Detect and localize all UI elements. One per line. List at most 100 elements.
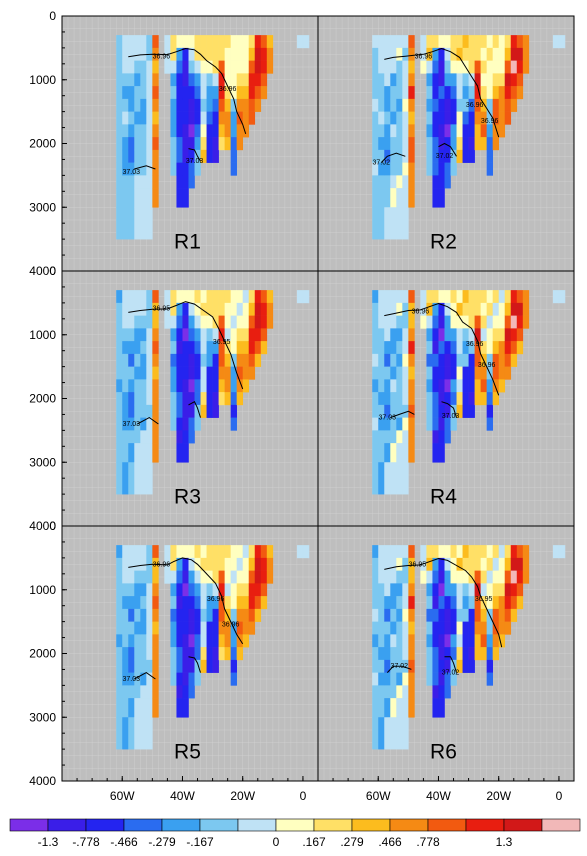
data-cell	[402, 366, 409, 380]
data-cell	[254, 608, 262, 622]
data-cell	[432, 328, 439, 342]
data-cell	[384, 672, 391, 686]
data-cell	[432, 86, 439, 100]
data-cell	[438, 430, 445, 444]
data-cell	[206, 341, 213, 355]
data-cell	[230, 47, 237, 61]
data-cell	[426, 302, 433, 316]
data-cell	[408, 175, 415, 189]
data-cell	[212, 583, 219, 597]
data-cell	[456, 647, 463, 661]
data-cell	[188, 162, 195, 176]
data-cell	[128, 149, 135, 163]
data-cell	[372, 35, 379, 49]
data-cell	[504, 73, 512, 87]
data-cell	[396, 443, 403, 463]
data-cell	[242, 47, 250, 61]
data-cell	[432, 162, 439, 176]
colorbar-label: -1.3	[38, 835, 59, 849]
data-cell	[182, 98, 189, 112]
data-cell	[200, 98, 207, 112]
data-cell	[152, 698, 159, 718]
data-cell	[498, 290, 506, 304]
data-cell	[444, 341, 451, 355]
data-cell	[116, 404, 123, 418]
data-cell	[242, 86, 250, 100]
data-cell	[486, 404, 493, 418]
data-cell	[378, 137, 385, 151]
data-cell	[396, 570, 403, 584]
data-cell	[480, 583, 487, 597]
data-cell	[254, 328, 262, 342]
data-cell	[134, 207, 141, 240]
data-cell	[188, 290, 195, 304]
data-cell	[378, 86, 385, 100]
data-cell	[438, 149, 445, 163]
data-cell	[384, 188, 391, 208]
data-cell	[438, 698, 445, 718]
data-cell	[498, 60, 506, 74]
data-cell	[230, 608, 237, 622]
data-cell	[456, 35, 463, 49]
y-tick-label: 3000	[29, 455, 56, 469]
data-cell	[384, 341, 391, 355]
data-cell	[170, 60, 177, 74]
data-cell	[224, 545, 231, 559]
data-cell	[224, 73, 231, 87]
data-cell	[504, 111, 512, 125]
data-cell	[384, 366, 391, 380]
data-cell	[384, 86, 391, 100]
data-cell	[152, 647, 159, 661]
data-cell	[200, 634, 207, 648]
data-cell	[182, 672, 189, 686]
data-cell	[456, 379, 463, 393]
data-cell	[176, 188, 183, 208]
data-cell	[254, 557, 262, 571]
data-cell	[462, 124, 469, 138]
data-cell	[456, 60, 463, 74]
data-cell	[218, 111, 225, 125]
data-cell	[390, 717, 397, 750]
data-cell	[426, 647, 433, 661]
data-cell	[224, 379, 231, 393]
data-cell	[134, 717, 141, 750]
data-cell	[510, 570, 518, 584]
data-cell	[146, 596, 153, 610]
data-cell	[408, 290, 415, 304]
data-cell	[426, 98, 433, 112]
data-cell	[504, 366, 512, 380]
data-cell	[212, 341, 219, 355]
data-cell	[378, 659, 385, 673]
data-cell	[224, 621, 231, 635]
data-cell	[426, 35, 433, 49]
data-cell	[372, 60, 379, 74]
data-cell	[134, 137, 141, 151]
data-cell	[444, 570, 451, 584]
data-cell	[152, 98, 159, 112]
data-cell	[396, 353, 403, 367]
colorbar-label: .778	[416, 835, 440, 849]
data-cell	[254, 35, 262, 49]
data-cell	[122, 207, 129, 240]
data-cell	[474, 634, 481, 648]
data-cell	[504, 621, 512, 635]
data-cell	[510, 341, 518, 355]
data-cell	[236, 341, 244, 355]
data-cell	[146, 149, 153, 163]
data-cell	[122, 608, 129, 622]
contour-line	[380, 152, 406, 163]
data-cell	[504, 47, 512, 61]
colorbar-swatch	[123, 818, 163, 832]
data-cell	[480, 137, 487, 151]
data-cell	[378, 404, 385, 418]
data-cell	[378, 417, 385, 431]
data-cell	[242, 608, 250, 622]
data-cell	[206, 290, 213, 304]
data-cell	[468, 302, 475, 316]
data-cell	[480, 379, 487, 393]
data-cell	[236, 98, 244, 112]
data-cell	[134, 35, 141, 49]
data-cell	[468, 621, 475, 635]
data-cell	[450, 647, 457, 661]
data-cell	[236, 392, 244, 406]
